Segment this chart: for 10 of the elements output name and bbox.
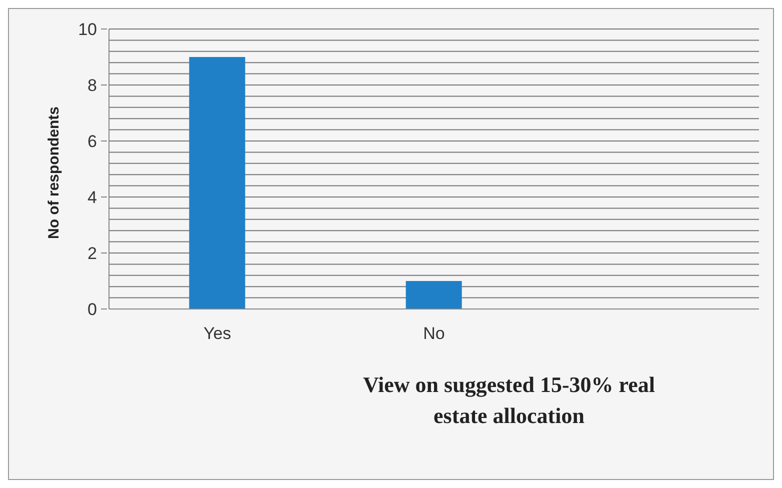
y-tick-label: 8 [88, 76, 97, 95]
y-tick-label: 10 [78, 20, 97, 39]
x-axis-title: View on suggested 15-30% real estate allocation [362, 371, 656, 430]
x-tick-label: No [423, 324, 445, 344]
y-tick-label: 0 [88, 300, 97, 319]
x-tick-label: Yes [203, 324, 232, 344]
y-tick-label: 2 [88, 244, 97, 263]
y-axis-title: No of respondents [45, 106, 62, 239]
y-tick-label: 6 [88, 132, 97, 151]
y-tick-label: 4 [88, 188, 97, 207]
